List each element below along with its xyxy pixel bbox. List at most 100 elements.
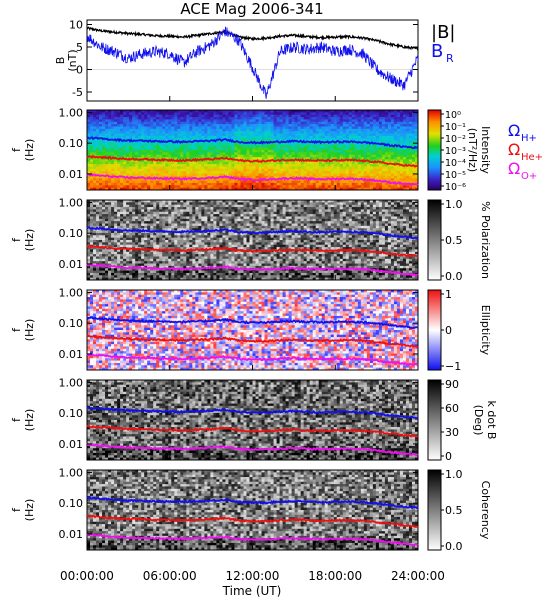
spectrogram-cell bbox=[333, 147, 338, 151]
spectrogram-cell bbox=[96, 200, 100, 203]
spectrogram-cell bbox=[207, 223, 211, 227]
gyro-legend: Ω H+Ω He+Ω O+ bbox=[508, 121, 543, 182]
spectrogram-cell bbox=[96, 209, 100, 213]
spectrogram-cell bbox=[273, 112, 277, 116]
spectrogram-cell bbox=[258, 166, 262, 170]
spectrogram-cell bbox=[231, 166, 235, 170]
spectrogram-cell bbox=[93, 142, 97, 146]
spectrogram-cell bbox=[324, 207, 329, 210]
spectrogram-cell bbox=[219, 221, 223, 224]
spectrogram-cell bbox=[231, 135, 235, 139]
spectrogram-cell bbox=[291, 150, 296, 153]
spectrogram-cell bbox=[219, 128, 223, 132]
spectrogram-cell bbox=[357, 209, 362, 213]
spectrogram-cell bbox=[186, 124, 190, 127]
spectrogram-cell bbox=[192, 182, 196, 186]
spectrogram-cell bbox=[351, 214, 356, 217]
spectrogram-cell bbox=[108, 152, 112, 156]
spectrogram-cell bbox=[168, 117, 172, 120]
spectrogram-cell bbox=[282, 119, 286, 123]
spectrogram-cell bbox=[288, 110, 293, 113]
spectrogram-cell bbox=[99, 142, 103, 146]
spectrogram-cell bbox=[93, 140, 97, 144]
spectrogram-cell bbox=[399, 204, 404, 208]
spectrogram-cell bbox=[105, 218, 109, 222]
spectrogram-cell bbox=[162, 126, 166, 130]
spectrogram-cell bbox=[141, 119, 145, 123]
spectrogram-cell bbox=[363, 157, 368, 160]
spectrogram-cell bbox=[381, 135, 386, 139]
spectrogram-cell bbox=[159, 147, 163, 151]
spectrogram-cell bbox=[327, 166, 332, 170]
spectrogram-cell bbox=[246, 175, 250, 179]
spectrogram-cell bbox=[360, 121, 365, 125]
spectrogram-cell bbox=[243, 223, 247, 227]
spectrogram-cell bbox=[111, 131, 115, 134]
spectrogram-cell bbox=[255, 214, 259, 217]
spectrogram-cell bbox=[111, 185, 115, 189]
spectrogram-cell bbox=[207, 221, 211, 224]
spectrogram-cell bbox=[267, 135, 271, 139]
spectrogram-cell bbox=[369, 124, 374, 127]
spectrogram-cell bbox=[153, 112, 157, 116]
spectrogram-cell bbox=[405, 175, 410, 179]
spectrogram-cell bbox=[207, 214, 211, 217]
spectrogram-cell bbox=[339, 119, 344, 123]
spectrogram-cell bbox=[285, 152, 290, 156]
spectrogram-cell bbox=[381, 114, 386, 118]
spectrogram-cell bbox=[237, 145, 241, 149]
spectrogram-cell bbox=[411, 166, 416, 170]
spectrogram-cell bbox=[114, 150, 118, 153]
spectrogram-cell bbox=[99, 126, 103, 130]
spectrogram-cell bbox=[312, 145, 317, 149]
spectrogram-cell bbox=[246, 161, 250, 165]
spectrogram-cell bbox=[111, 110, 115, 113]
spectrogram-cell bbox=[411, 200, 416, 203]
spectrogram-cell bbox=[333, 180, 338, 184]
spectrogram-cell bbox=[108, 187, 112, 191]
spectrogram-cell bbox=[219, 216, 223, 220]
spectrogram-cell bbox=[156, 150, 160, 153]
spectrogram-cell bbox=[162, 166, 166, 170]
spectrogram-cell bbox=[279, 185, 283, 189]
spectrogram-cell bbox=[207, 152, 211, 156]
spectrogram-cell bbox=[102, 112, 106, 116]
spectrogram-cell bbox=[381, 211, 386, 215]
spectrogram-cell bbox=[126, 164, 130, 167]
spectrogram-cell bbox=[240, 147, 244, 151]
spectrogram-cell bbox=[102, 147, 106, 151]
spectrogram-cell bbox=[180, 182, 184, 186]
spectrogram-cell bbox=[234, 152, 238, 156]
spectrogram-cell bbox=[210, 166, 214, 170]
spectrogram-cell bbox=[186, 164, 190, 167]
spectrogram-cell bbox=[183, 121, 187, 125]
spectrogram-cell bbox=[183, 131, 187, 134]
spectrogram-cell bbox=[186, 211, 190, 215]
spectrogram-cell bbox=[384, 187, 389, 191]
spectrogram-cell bbox=[222, 211, 226, 215]
spectrogram-cell bbox=[93, 124, 97, 127]
spectrogram-cell bbox=[198, 218, 202, 222]
spectrogram-cell bbox=[258, 145, 262, 149]
spectrogram-cell bbox=[378, 200, 383, 203]
spectrogram-cell bbox=[231, 131, 235, 134]
spectrogram-cell bbox=[114, 200, 118, 203]
spectrogram-cell bbox=[174, 166, 178, 170]
spectrogram-cell bbox=[330, 145, 335, 149]
spectrogram-cell bbox=[150, 173, 154, 177]
spectrogram-cell bbox=[258, 128, 262, 132]
spectrogram-cell bbox=[123, 202, 127, 206]
spectrogram-cell bbox=[189, 135, 193, 139]
spectrogram-cell bbox=[342, 152, 347, 156]
spectrogram-cell bbox=[180, 223, 184, 227]
spectrogram-cell bbox=[411, 150, 416, 153]
spectrogram-cell bbox=[198, 161, 202, 165]
spectrogram-cell bbox=[330, 119, 335, 123]
spectrogram-cell bbox=[390, 140, 395, 144]
spectrogram-cell bbox=[282, 175, 286, 179]
spectrogram-cell bbox=[99, 131, 103, 134]
spectrogram-cell bbox=[339, 161, 344, 165]
spectrogram-cell bbox=[153, 207, 157, 210]
spectrogram-cell bbox=[270, 164, 274, 167]
spectrogram-cell bbox=[384, 207, 389, 210]
